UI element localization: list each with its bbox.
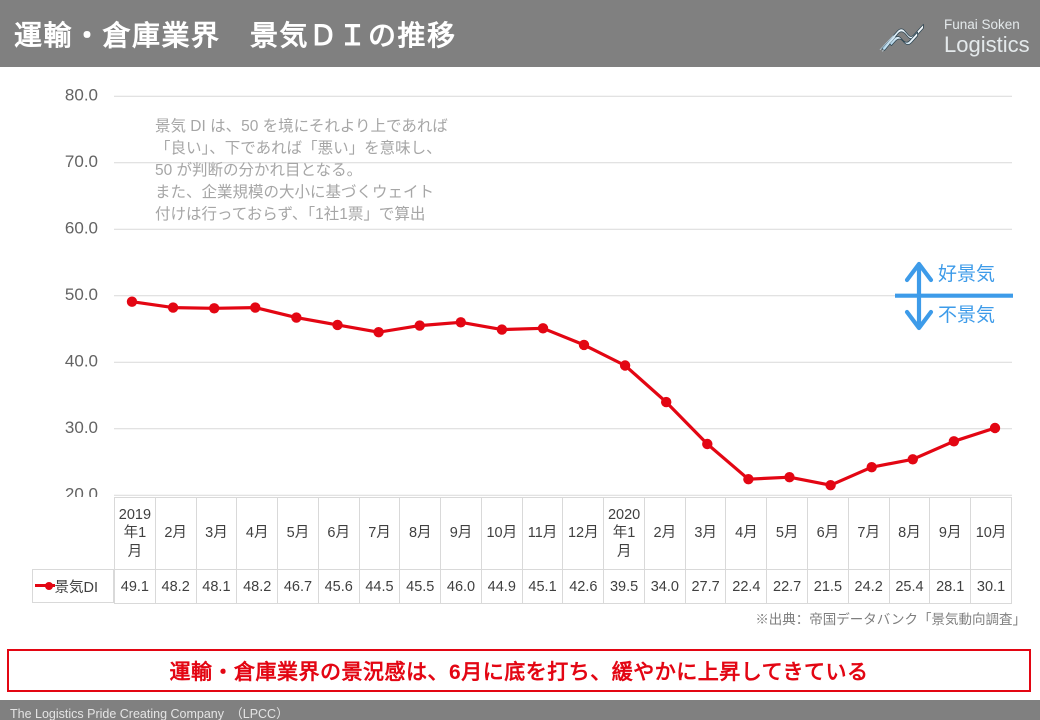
svg-text:40.0: 40.0 (65, 352, 98, 371)
svg-text:「良い」、下であれば「悪い」を意味し、: 「良い」、下であれば「悪い」を意味し、 (155, 138, 442, 157)
svg-text:60.0: 60.0 (65, 219, 98, 238)
svg-text:20.0: 20.0 (65, 485, 98, 497)
svg-text:30.0: 30.0 (65, 418, 98, 437)
svg-text:50.0: 50.0 (65, 285, 98, 304)
svg-text:景気 DI は、50 を境にそれより上であれば: 景気 DI は、50 を境にそれより上であれば (155, 116, 448, 135)
svg-text:70.0: 70.0 (65, 152, 98, 171)
svg-text:80.0: 80.0 (65, 86, 98, 105)
svg-text:50 が判断の分かれ目となる。: 50 が判断の分かれ目となる。 (155, 161, 362, 179)
svg-text:付けは行っておらず、「1社1票」で算出: 付けは行っておらず、「1社1票」で算出 (155, 204, 425, 223)
svg-text:また、企業規模の大小に基づくウェイト: また、企業規模の大小に基づくウェイト (155, 183, 434, 201)
